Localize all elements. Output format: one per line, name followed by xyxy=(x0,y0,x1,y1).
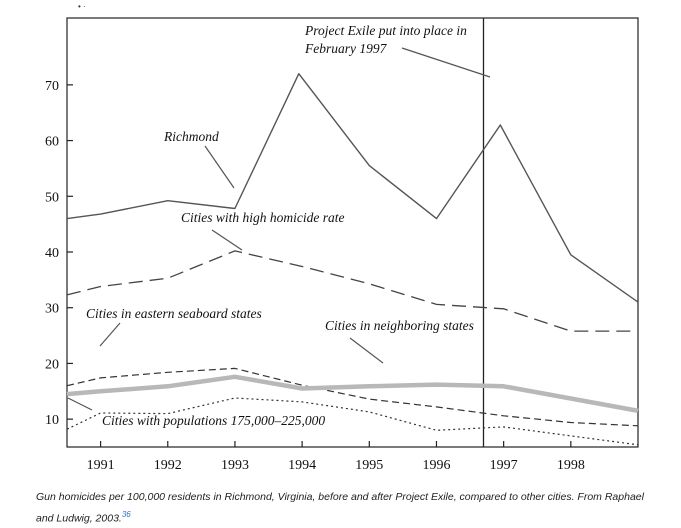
event-leader-line xyxy=(401,47,491,78)
top-edge-marks: • · xyxy=(78,2,86,11)
populations-leader-line xyxy=(67,397,93,411)
chart-series xyxy=(66,72,639,446)
y-tick-label: 60 xyxy=(45,135,59,150)
event-annotation-line1: Project Exile put into place in xyxy=(304,23,467,38)
x-tick-label: 1994 xyxy=(288,458,316,473)
plot-frame xyxy=(66,17,639,448)
series-line-cities-in-eastern-seaboard-states xyxy=(66,367,639,427)
line-chart: 10 20 30 40 50 60 70 1991 1992 1993 1994 1995 1996 19… xyxy=(45,17,639,473)
chart-axes: 10 20 30 40 50 60 70 1991 1992 1993 1994 1995 1996 19… xyxy=(45,17,639,473)
x-tick-label: 1991 xyxy=(87,458,115,473)
richmond-leader-line xyxy=(204,145,235,189)
x-tick-label: 1997 xyxy=(490,458,518,473)
x-tick-label: 1995 xyxy=(355,458,383,473)
x-tick-label: 1998 xyxy=(557,458,585,473)
y-tick-label: 30 xyxy=(45,302,59,317)
y-tick-label: 40 xyxy=(45,246,59,261)
x-tick-label: 1993 xyxy=(221,458,249,473)
populations-label: Cities with populations 175,000–225,000 xyxy=(102,413,325,428)
figure-caption: Gun homicides per 100,000 residents in R… xyxy=(36,489,656,528)
richmond-label: Richmond xyxy=(163,129,219,144)
chart-annotations: Project Exile put into place in February… xyxy=(67,23,491,428)
x-tick-label: 1992 xyxy=(154,458,182,473)
y-tick-label: 10 xyxy=(45,413,59,428)
series-line-richmond xyxy=(66,72,639,303)
series-line-cities-with-high-homicide-rate xyxy=(66,250,638,332)
neighboring-states-label: Cities in neighboring states xyxy=(325,318,474,333)
y-tick-label: 20 xyxy=(45,357,59,372)
series-line-cities-with-populations-175-000-225-000 xyxy=(66,397,639,446)
eastern-seaboard-label: Cities in eastern seaboard states xyxy=(86,306,262,321)
y-tick-label: 50 xyxy=(45,190,59,205)
neighboring-leader-line xyxy=(349,337,384,364)
eastern-leader-line xyxy=(99,322,121,347)
y-tick-label: 70 xyxy=(45,79,59,94)
event-annotation-line2: February 1997 xyxy=(304,41,388,56)
x-tick-label: 1996 xyxy=(422,458,450,473)
caption-text: Gun homicides per 100,000 residents in R… xyxy=(36,491,644,525)
high-homicide-leader-line xyxy=(211,229,243,251)
series-line-cities-in-neighboring-states xyxy=(66,374,639,414)
caption-reference: 36 xyxy=(121,510,131,519)
high-homicide-label: Cities with high homicide rate xyxy=(181,210,345,225)
